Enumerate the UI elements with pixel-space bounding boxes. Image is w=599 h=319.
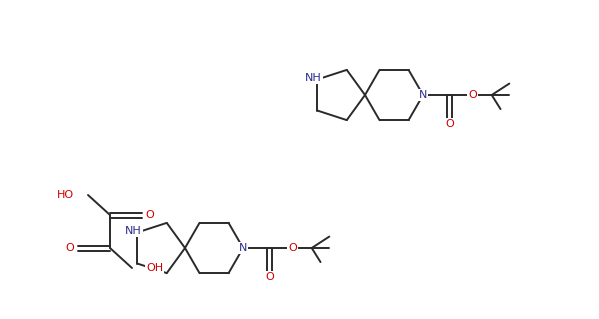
- Text: OH: OH: [146, 263, 163, 273]
- Text: N: N: [419, 90, 427, 100]
- Text: HO: HO: [57, 190, 74, 200]
- Text: O: O: [265, 272, 274, 282]
- Text: O: O: [288, 243, 297, 253]
- Text: O: O: [66, 243, 74, 253]
- Text: O: O: [468, 90, 477, 100]
- Text: N: N: [239, 243, 247, 253]
- Text: O: O: [146, 210, 155, 220]
- Text: NH: NH: [125, 226, 142, 236]
- Text: NH: NH: [305, 73, 322, 83]
- Text: O: O: [445, 119, 454, 129]
